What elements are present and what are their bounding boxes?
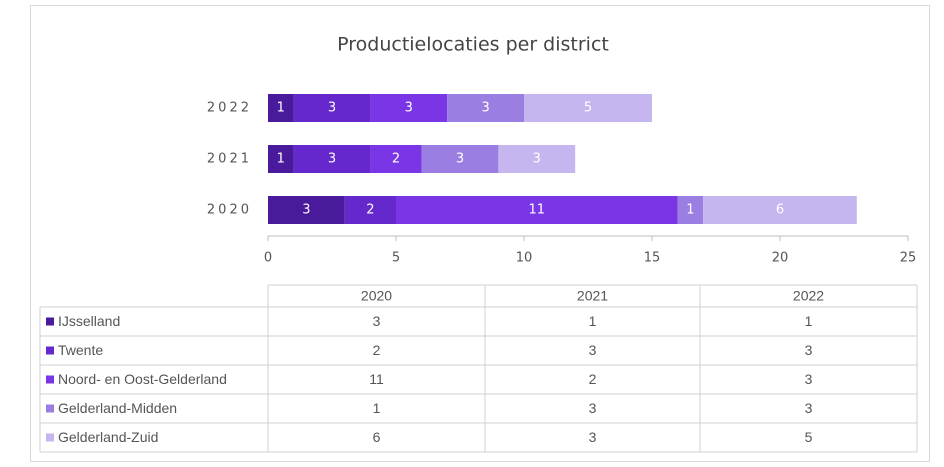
table-cell: 3 — [805, 400, 813, 416]
table-cell: 2 — [589, 371, 597, 387]
bar-value-label: 3 — [481, 101, 489, 116]
table-cell: 3 — [373, 313, 381, 329]
bar-value-label: 5 — [584, 101, 592, 116]
bar-value-label: 3 — [328, 152, 336, 167]
legend-label: Noord- en Oost-Gelderland — [58, 371, 227, 387]
x-tick-label: 25 — [900, 251, 917, 266]
x-tick-label: 15 — [644, 251, 661, 266]
table-cell: 3 — [589, 342, 597, 358]
legend-label: Gelderland-Midden — [58, 400, 177, 416]
bar-segment — [293, 94, 371, 122]
legend-label: Gelderland-Zuid — [58, 429, 158, 445]
legend-label: IJsselland — [58, 313, 120, 329]
table-cell: 3 — [805, 371, 813, 387]
legend-swatch — [46, 317, 54, 326]
bar-segment — [268, 94, 294, 122]
legend-swatch — [46, 404, 54, 413]
bar-segment — [268, 196, 345, 224]
chart-title: Productielocaties per district — [337, 34, 609, 56]
bar-segment — [344, 196, 396, 224]
table-cell: 1 — [373, 400, 381, 416]
y-tick-label: 2020 — [207, 203, 252, 218]
x-tick-label: 10 — [516, 251, 533, 266]
bar-segment — [370, 94, 448, 122]
x-tick-label: 5 — [392, 251, 400, 266]
table-cell: 11 — [369, 371, 384, 387]
legend-swatch — [46, 346, 54, 355]
bar-segment — [703, 196, 857, 224]
legend-swatch — [46, 375, 54, 384]
bar-segment — [498, 145, 576, 173]
bar-segment — [677, 196, 704, 224]
bar-value-label: 3 — [533, 152, 541, 167]
bar-value-label: 2 — [392, 152, 400, 167]
bar-value-label: 3 — [328, 101, 336, 116]
table-header: 2020 — [361, 288, 392, 304]
bar-segment — [396, 196, 678, 224]
bar-segment — [524, 94, 652, 122]
table-cell: 3 — [805, 342, 813, 358]
y-tick-label: 2022 — [207, 101, 252, 116]
bar-value-label: 1 — [686, 203, 694, 218]
table-header: 2021 — [577, 288, 608, 304]
legend-label: Twente — [58, 342, 103, 358]
bar-value-label: 11 — [529, 203, 546, 218]
table-cell: 3 — [589, 400, 597, 416]
table-cell: 3 — [589, 429, 597, 445]
y-tick-label: 2021 — [207, 152, 252, 167]
bar-value-label: 3 — [405, 101, 413, 116]
table-cell: 6 — [373, 429, 381, 445]
table-cell: 1 — [805, 313, 813, 329]
bar-value-label: 3 — [302, 203, 310, 218]
bar-segment — [447, 94, 524, 122]
bar-segment — [421, 145, 499, 173]
table-cell: 1 — [589, 313, 597, 329]
x-tick-label: 0 — [264, 251, 272, 266]
x-tick-label: 20 — [772, 251, 789, 266]
bar-value-label: 6 — [776, 203, 784, 218]
bar-value-label: 2 — [366, 203, 374, 218]
bar-value-label: 1 — [277, 152, 285, 167]
bar-segment — [268, 145, 294, 173]
bar-segment — [370, 145, 422, 173]
table-cell: 2 — [373, 342, 381, 358]
table-cell: 5 — [805, 429, 813, 445]
bar-segment — [293, 145, 371, 173]
bar-value-label: 3 — [456, 152, 464, 167]
legend-swatch — [46, 433, 54, 442]
bar-value-label: 1 — [277, 101, 285, 116]
table-header: 2022 — [793, 288, 824, 304]
chart-frame — [30, 5, 930, 462]
